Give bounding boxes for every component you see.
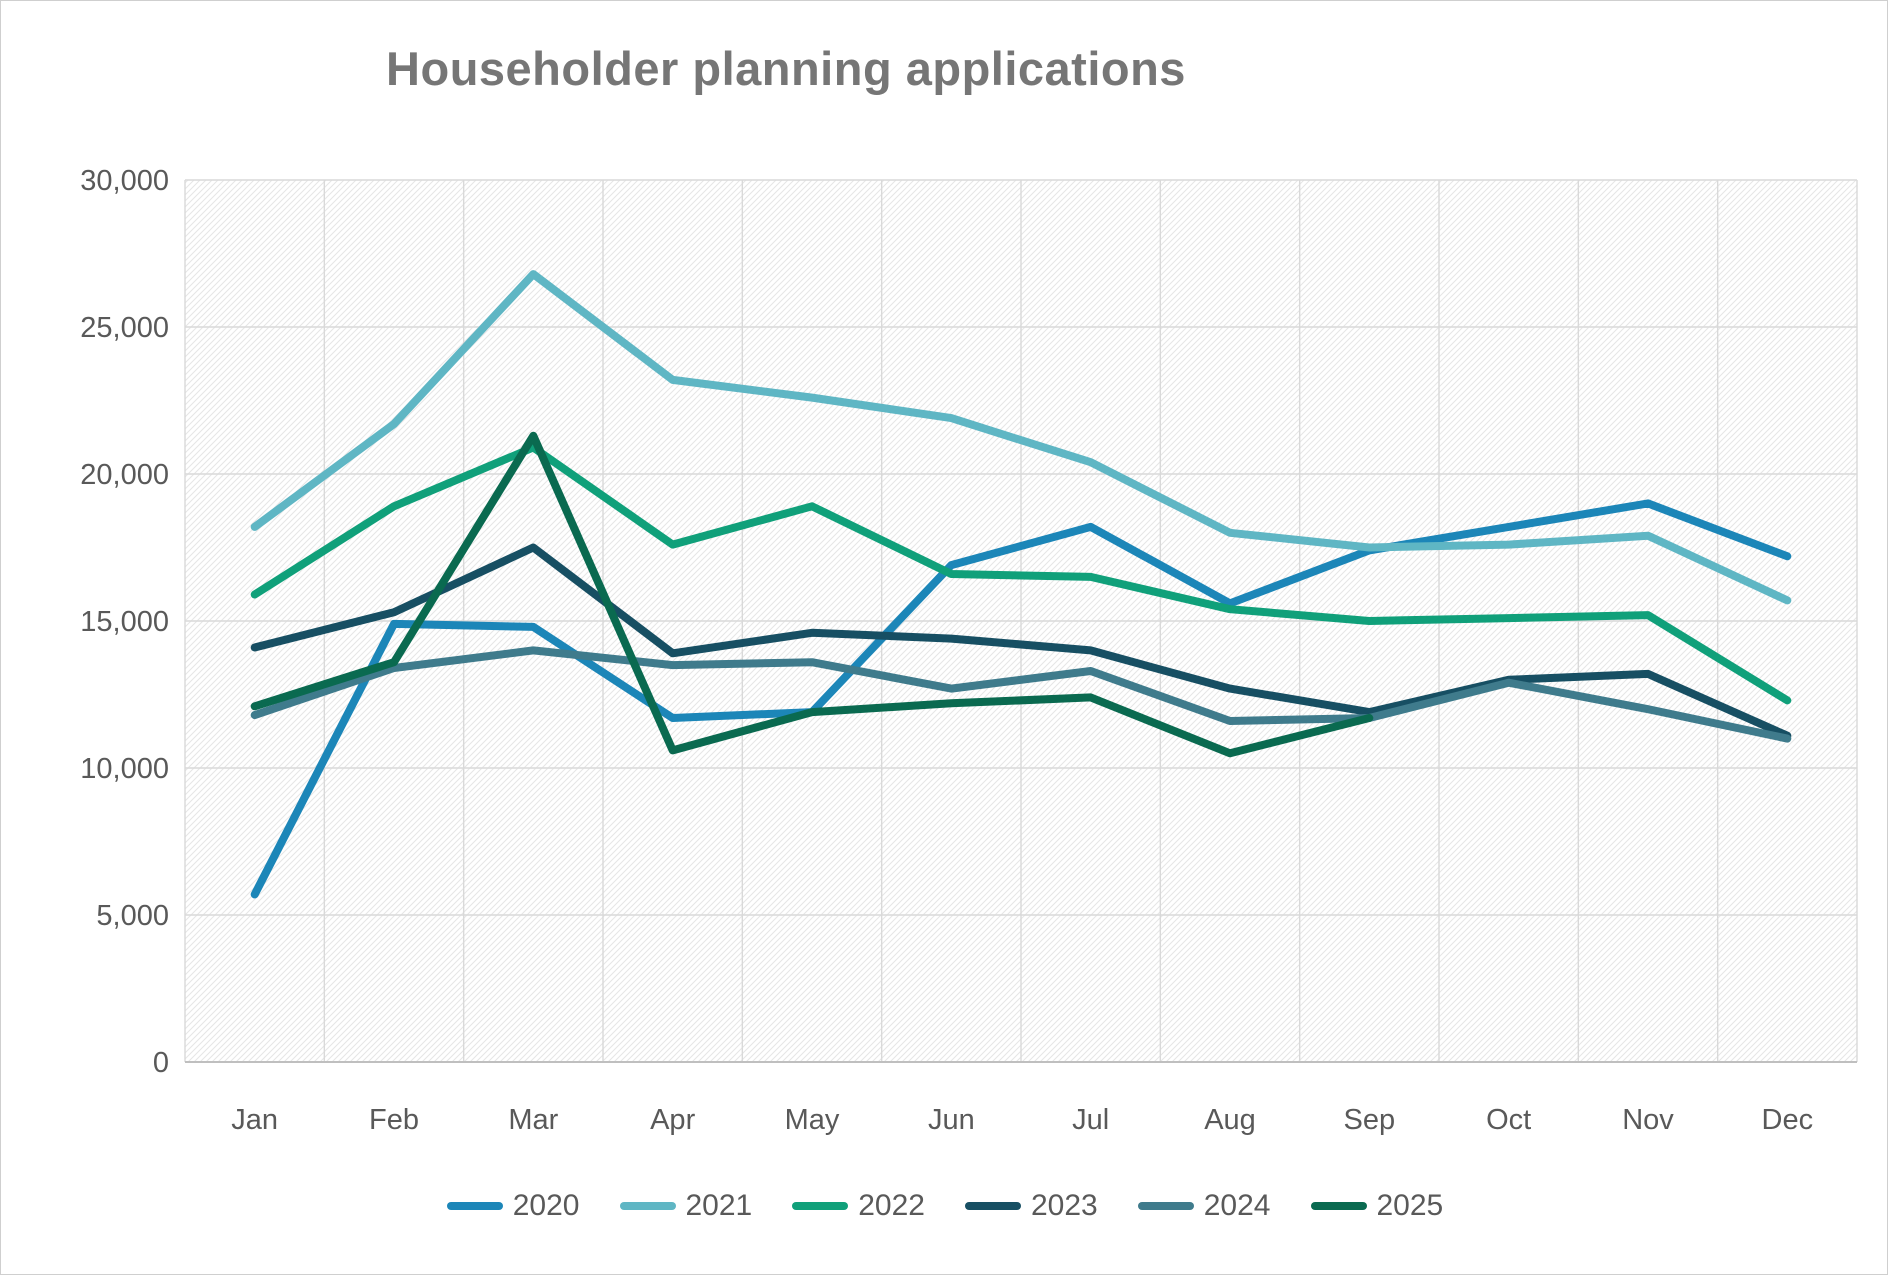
y-tick-label: 20,000 [80,459,169,491]
legend-swatch-2025 [1310,1202,1367,1210]
legend-label: 2022 [858,1189,925,1222]
x-tick-label: Aug [1204,1104,1256,1136]
x-tick-label: Sep [1344,1104,1396,1136]
series-line-2020 [250,499,1792,899]
y-tick-label: 10,000 [80,753,169,785]
x-tick-label: Mar [508,1104,558,1136]
legend-swatch-2024 [1137,1202,1194,1210]
x-tick-label: Nov [1622,1104,1674,1136]
legend-label: 2025 [1376,1189,1444,1222]
x-tick-label: May [785,1104,840,1136]
x-tick-label: Dec [1762,1104,1814,1136]
legend-swatch-2021 [619,1202,676,1210]
legend-item-2020[interactable]: 2020 [446,1189,580,1223]
legend-swatch-2022 [792,1202,849,1210]
y-tick-label: 30,000 [80,165,169,197]
y-tick-label: 5,000 [96,900,169,932]
legend-label: 2024 [1203,1189,1271,1222]
legend-label: 2023 [1031,1189,1098,1222]
legend-label: 2021 [685,1189,753,1222]
chart-title: Householder planning applications [386,42,1186,95]
legend-item-2021[interactable]: 2021 [619,1189,753,1223]
legend-item-2023[interactable]: 2023 [965,1189,1098,1223]
series-line-2023 [250,543,1792,740]
legend-item-2025[interactable]: 2025 [1310,1189,1444,1223]
legend-swatch-2020 [446,1202,503,1210]
series-line-2024 [250,646,1792,743]
x-tick-label: Apr [650,1104,695,1136]
legend-label: 2020 [512,1189,580,1222]
y-tick-label: 0 [153,1047,169,1079]
x-tick-label: Feb [369,1104,419,1136]
x-tick-label: Oct [1486,1104,1531,1136]
x-tick-label: Jan [231,1104,278,1136]
series-line-2022 [250,443,1792,705]
legend-item-2024[interactable]: 2024 [1137,1189,1271,1223]
chart-legend: 2020 2021 2022 2023 2024 2025 [1,1189,1887,1223]
series-line-2025 [250,431,1374,758]
x-tick-label: Jun [928,1104,975,1136]
x-tick-label: Jul [1072,1104,1109,1136]
legend-item-2022[interactable]: 2022 [792,1189,925,1223]
legend-swatch-2023 [965,1202,1021,1210]
series-line-2021 [250,270,1792,605]
y-tick-label: 15,000 [80,606,169,638]
y-tick-label: 25,000 [80,312,169,344]
